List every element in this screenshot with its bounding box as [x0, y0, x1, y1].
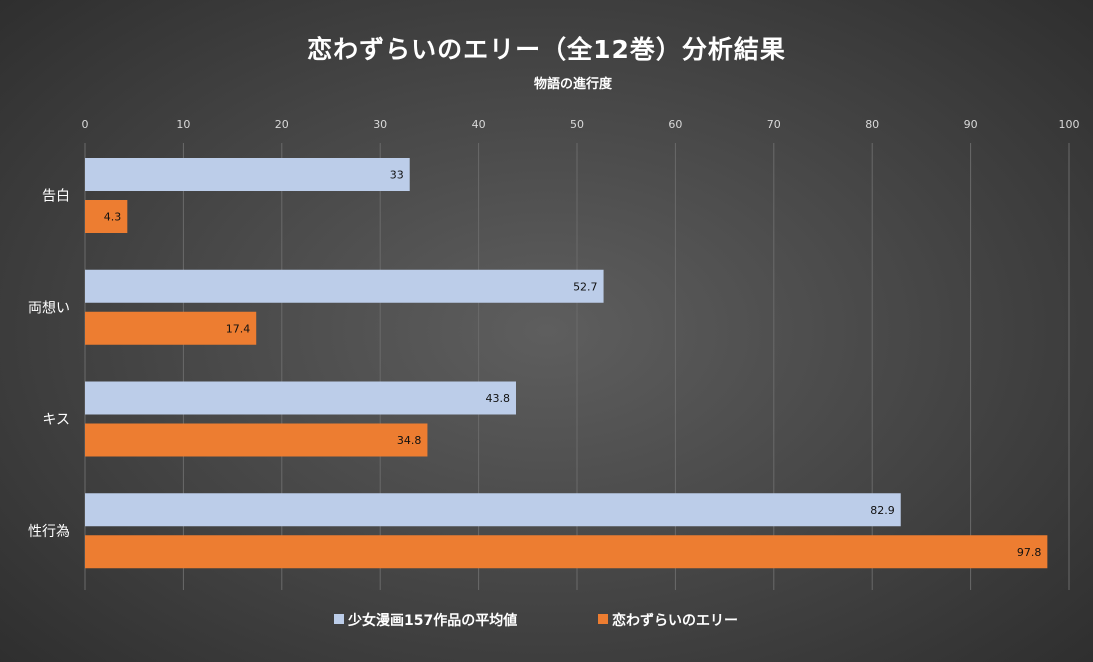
data-label: 43.8	[485, 392, 510, 405]
x-axis-title: 物語の進行度	[534, 76, 613, 92]
data-label: 33	[390, 169, 404, 182]
bar	[85, 381, 516, 415]
data-label: 34.8	[397, 434, 422, 447]
x-tick-label: 100	[1059, 118, 1080, 131]
x-tick-label: 0	[82, 118, 89, 131]
legend-label: 少女漫画157作品の平均値	[347, 612, 517, 629]
category-label: 性行為	[28, 524, 70, 540]
x-tick-label: 30	[373, 118, 387, 131]
bar	[85, 311, 257, 345]
data-label: 97.8	[1017, 546, 1042, 559]
x-tick-label: 80	[865, 118, 879, 131]
x-tick-label: 20	[275, 118, 289, 131]
x-tick-label: 50	[570, 118, 584, 131]
bar	[85, 200, 128, 233]
x-tick-label: 60	[668, 118, 682, 131]
legend: 少女漫画157作品の平均値 恋わずらいのエリー	[334, 612, 738, 629]
bar	[85, 423, 428, 457]
x-tick-label: 70	[767, 118, 781, 131]
legend-label: 恋わずらいのエリー	[612, 612, 738, 629]
category-label: 告白	[42, 189, 70, 205]
data-label: 17.4	[226, 322, 251, 335]
bar	[85, 158, 410, 191]
bars: 33 4.3 52.7 17.4 43.8 34.8 82.9 97.8	[85, 158, 1048, 569]
bar	[85, 269, 604, 303]
x-tick-label: 90	[964, 118, 978, 131]
data-label: 4.3	[104, 211, 122, 224]
legend-swatch	[598, 614, 608, 624]
category-label: キス	[42, 412, 70, 428]
data-label: 52.7	[573, 280, 598, 293]
bar	[85, 535, 1048, 569]
data-label: 82.9	[870, 504, 895, 517]
x-tick-label: 10	[176, 118, 190, 131]
category-label: 両想い	[28, 300, 70, 316]
bar	[85, 493, 901, 527]
legend-swatch	[334, 614, 344, 624]
chart-title: 恋わずらいのエリー（全12巻）分析結果	[307, 35, 786, 64]
x-tick-label: 40	[472, 118, 486, 131]
x-axis-ticks: 0 10 20 30 40 50 60 70 80 90 100	[82, 118, 1080, 131]
gridlines	[84, 143, 1070, 590]
